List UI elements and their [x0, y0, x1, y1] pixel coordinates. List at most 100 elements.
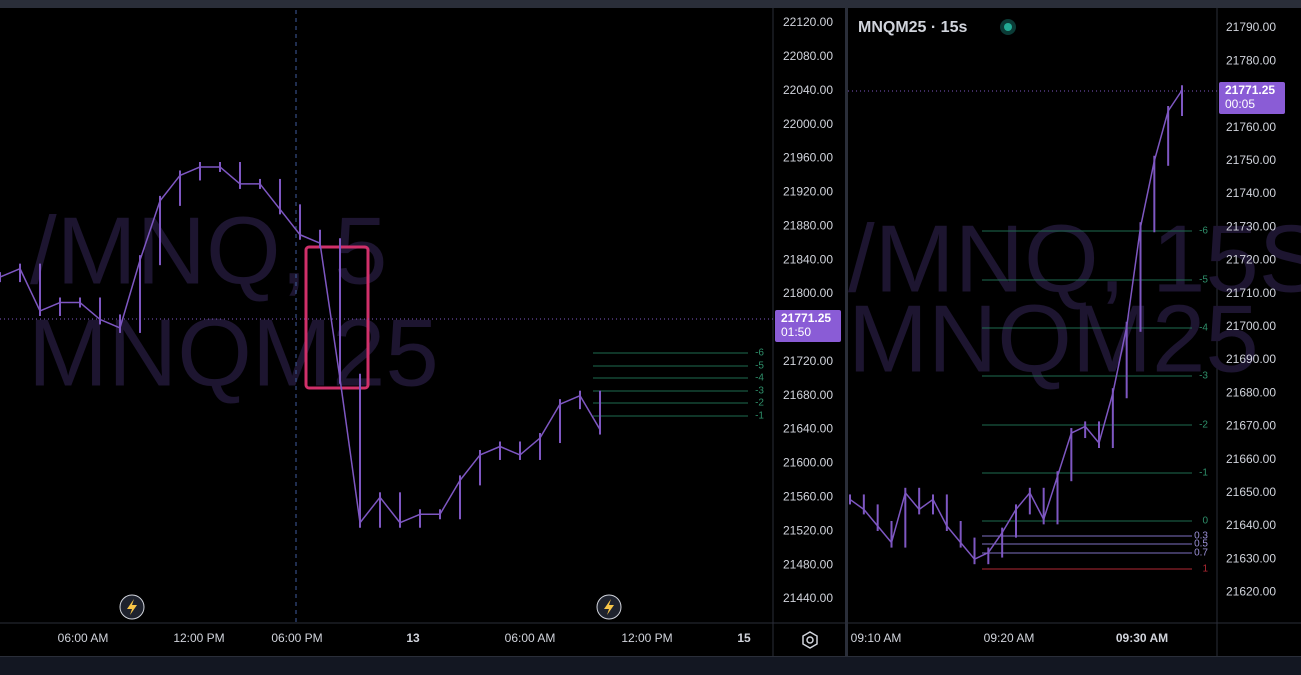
price-link: [1015, 492, 1031, 510]
lightning-button[interactable]: [119, 594, 145, 620]
price-tag-countdown: 00:05: [1225, 97, 1255, 111]
price-link: [863, 508, 879, 527]
price-label: 21660.00: [1226, 452, 1276, 466]
price-link: [179, 166, 201, 177]
price-label: 21680.00: [1226, 385, 1276, 399]
symbol-title[interactable]: MNQM25 · 15s: [858, 19, 967, 36]
price-link: [1029, 492, 1045, 520]
price-link: [1001, 509, 1017, 534]
price-link: [399, 513, 421, 524]
price-label: 22120.00: [783, 15, 833, 29]
price-label: 21690.00: [1226, 352, 1276, 366]
fib-label: -1: [1199, 468, 1208, 479]
price-label: 21730.00: [1226, 219, 1276, 233]
price-link: [159, 174, 181, 202]
price-link: [139, 200, 161, 261]
price-link: [499, 445, 521, 456]
price-link: [1167, 89, 1183, 112]
time-label: 12:00 PM: [173, 631, 224, 645]
price-link: [19, 268, 41, 312]
price-label: 21840.00: [783, 252, 833, 266]
price-link: [987, 532, 1003, 553]
price-link: [99, 318, 121, 329]
price-link: [1139, 160, 1156, 228]
price-label: 21720.00: [783, 354, 833, 368]
price-label: 21880.00: [783, 218, 833, 232]
price-label: 21620.00: [1226, 585, 1276, 599]
price-label: 21760.00: [1226, 120, 1276, 134]
price-link: [1084, 425, 1100, 444]
fib-label: 0.3: [1194, 531, 1208, 542]
fib-label: -6: [1199, 226, 1208, 237]
watermark: /MNQ, 5: [30, 197, 387, 304]
price-link: [519, 437, 541, 456]
price-link: [119, 259, 141, 329]
price-link: [1056, 432, 1073, 477]
status-bar: [0, 657, 1301, 675]
price-link: [932, 499, 948, 527]
watermark: MNQM25: [28, 299, 439, 406]
fib-label: 0: [1202, 516, 1208, 527]
price-label: 21700.00: [1226, 319, 1276, 333]
price-link: [359, 496, 381, 524]
price-label: 21800.00: [783, 286, 833, 300]
price-link: [918, 498, 934, 511]
fib-label: -3: [1199, 371, 1208, 382]
price-label: 21750.00: [1226, 153, 1276, 167]
price-link: [259, 183, 281, 210]
price-link: [1071, 425, 1086, 434]
fib-label: -2: [755, 398, 764, 409]
price-tag: [1219, 82, 1285, 114]
fib-label: -5: [1199, 275, 1208, 286]
drawn-rectangle[interactable]: [304, 245, 370, 390]
price-link: [559, 394, 581, 405]
price-label: 21440.00: [783, 591, 833, 605]
price-label: 21740.00: [1226, 186, 1276, 200]
price-link: [877, 525, 893, 544]
price-link: [379, 496, 401, 524]
price-link: [539, 403, 561, 439]
settings-button[interactable]: [802, 631, 818, 649]
time-label: 09:30 AM: [1116, 631, 1168, 645]
price-label: 21630.00: [1226, 551, 1276, 565]
watermark: MNQM25: [848, 285, 1259, 392]
price-label: 21790.00: [1226, 20, 1276, 34]
fib-label: -4: [755, 373, 764, 384]
right-pane: [848, 8, 1301, 656]
lightning-button[interactable]: [596, 594, 622, 620]
price-tag-price: 21771.25: [1225, 83, 1275, 97]
price-label: 22000.00: [783, 117, 833, 131]
price-link: [960, 542, 976, 560]
price-link: [849, 498, 865, 511]
time-label: 06:00 AM: [58, 631, 109, 645]
price-link: [890, 492, 907, 543]
time-label: 12:00 PM: [621, 631, 672, 645]
price-link: [1042, 475, 1059, 520]
fib-label: -5: [755, 361, 764, 372]
fib-label: -3: [755, 386, 764, 397]
price-label: 21560.00: [783, 489, 833, 503]
price-link: [1125, 227, 1142, 327]
time-label: 09:10 AM: [851, 631, 902, 645]
price-link: [946, 525, 962, 544]
price-link: [0, 267, 21, 278]
price-link: [439, 479, 461, 515]
fib-label: 0.5: [1194, 539, 1208, 550]
price-tag-countdown: 01:50: [781, 325, 811, 339]
fib-label: -1: [755, 411, 764, 422]
fib-label: -4: [1199, 323, 1208, 334]
time-label: 09:20 AM: [984, 631, 1035, 645]
price-label: 21480.00: [783, 557, 833, 571]
price-label: 21920.00: [783, 185, 833, 199]
price-label: 21640.00: [1226, 518, 1276, 532]
price-link: [339, 378, 361, 523]
price-link: [904, 492, 920, 510]
price-label: 21780.00: [1226, 53, 1276, 67]
time-label: 06:00 AM: [505, 631, 556, 645]
price-link: [1112, 326, 1128, 394]
price-link: [579, 395, 601, 430]
price-tag-price: 21771.25: [781, 311, 831, 325]
watermark: /MNQ, 15S: [848, 205, 1301, 312]
price-link: [299, 234, 321, 244]
